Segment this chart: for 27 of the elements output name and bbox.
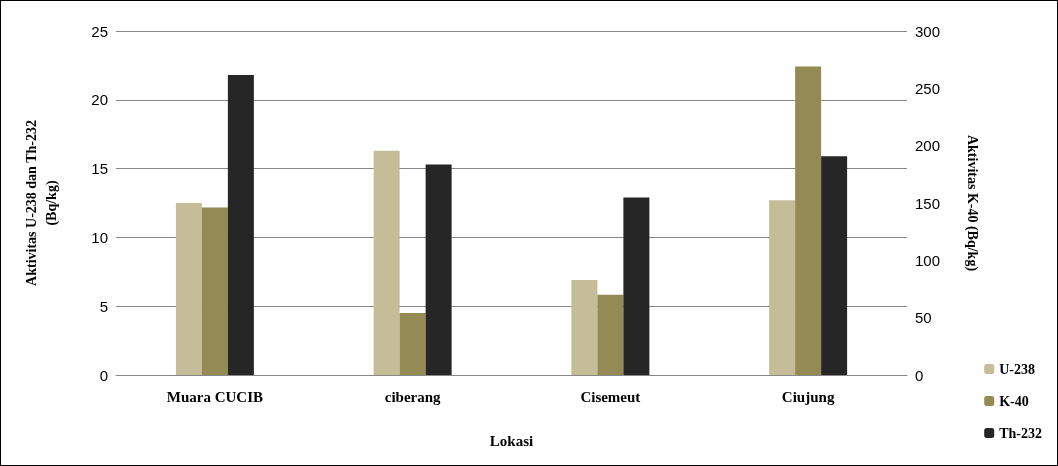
y2-tick-label: 100 — [915, 251, 941, 269]
legend-label: K-40 — [999, 393, 1029, 409]
y2-tick-label: 300 — [915, 22, 941, 40]
y2-tick-label: 50 — [915, 309, 932, 327]
y2-tick-label: 0 — [915, 366, 924, 384]
bar — [425, 164, 452, 375]
legend-label: Th-232 — [999, 425, 1043, 441]
bar — [623, 197, 650, 375]
x-axis-title: Lokasi — [489, 432, 534, 449]
y-tick-label: 20 — [91, 91, 108, 109]
bar — [399, 313, 426, 375]
y-tick-label: 25 — [91, 22, 108, 40]
x-tick-label: Cisemeut — [580, 388, 641, 405]
y2-axis-title: Aktivitas K-40 (Bq/kg) — [963, 134, 980, 272]
y-axis-title: Aktivitas U-238 dan Th-232 (Bq/kg) — [23, 120, 60, 286]
y2-tick-label: 250 — [915, 79, 941, 97]
legend-label: U-238 — [999, 361, 1035, 377]
y-tick-label: 10 — [91, 228, 108, 246]
x-tick-label: ciberang — [384, 388, 442, 405]
bar — [373, 150, 400, 375]
y-tick-label: 5 — [99, 297, 108, 315]
y-tick-label: 0 — [99, 366, 108, 384]
y-tick-label: 15 — [91, 160, 108, 178]
y2-tick-label: 150 — [915, 194, 941, 212]
x-tick-label: Ciujung — [781, 388, 835, 405]
x-tick-label: Muara CUCIB — [166, 388, 263, 405]
y2-tick-label: 200 — [915, 137, 941, 155]
